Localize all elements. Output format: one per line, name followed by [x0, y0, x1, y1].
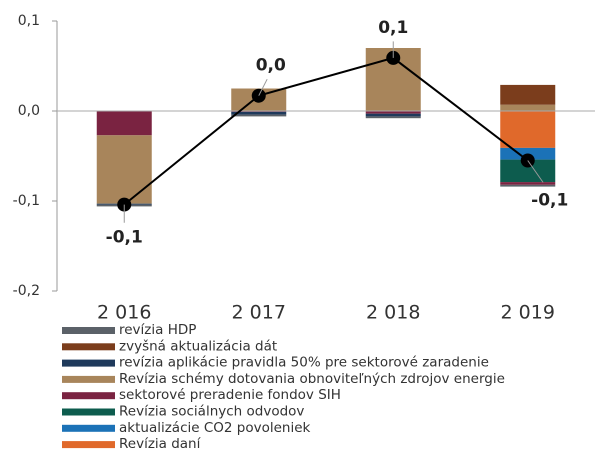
legend-swatch: [62, 408, 115, 416]
legend-swatch: [62, 424, 115, 432]
data-label: 0,0: [256, 56, 286, 76]
leader-line: [258, 78, 268, 96]
x-tick-label: 2 017: [232, 302, 286, 324]
data-label: 0,1: [378, 18, 408, 38]
legend-swatch: [62, 359, 115, 367]
legend-swatch: [62, 327, 115, 334]
bar-segment: [365, 111, 421, 114]
y-tick-label: -0,2: [13, 283, 40, 299]
bar-segment: [500, 111, 556, 148]
legend-label: sektorové preradenie fondov SIH: [119, 387, 341, 403]
leader-line: [527, 160, 544, 183]
bar-segment: [500, 84, 556, 105]
legend-swatch: [62, 375, 115, 383]
legend-label: Revízia schémy dotovania obnoviteľných z…: [119, 371, 505, 387]
bar-segment: [231, 111, 287, 115]
legend-label: Revízia sociálnych odvodov: [119, 404, 304, 420]
bar-segment: [96, 111, 152, 136]
legend-swatch: [62, 441, 115, 449]
bar-segment: [500, 182, 556, 185]
total-line: [123, 56, 529, 206]
legend-label: revízia HDP: [119, 322, 196, 338]
bar-segment: [500, 184, 556, 187]
legend-label: Revízia daní: [119, 436, 202, 452]
bar-segment: [365, 116, 421, 119]
data-label: -0,1: [106, 228, 143, 248]
bar-segment: [500, 159, 556, 183]
legend-swatch: [62, 343, 115, 351]
legend-swatch: [62, 392, 115, 400]
bar-segment: [365, 113, 421, 117]
x-tick-label: 2 018: [366, 302, 420, 324]
x-tick-label: 2 016: [97, 302, 151, 324]
bar-segment: [96, 135, 152, 204]
bar-segment: [231, 114, 287, 117]
bar-segment: [500, 104, 556, 111]
x-tick-label: 2 019: [501, 302, 555, 324]
data-label: -0,1: [531, 191, 568, 211]
legend-label: zvyšná aktualizácia dát: [119, 338, 277, 354]
y-tick-label: -0,1: [13, 193, 40, 209]
y-tick-label: 0,1: [18, 13, 40, 29]
legend-label: aktualizácie CO2 povoleniek: [119, 420, 311, 436]
legend-label: revízia aplikácie pravidla 50% pre sekto…: [119, 355, 489, 371]
y-tick-label: 0,0: [18, 103, 40, 119]
